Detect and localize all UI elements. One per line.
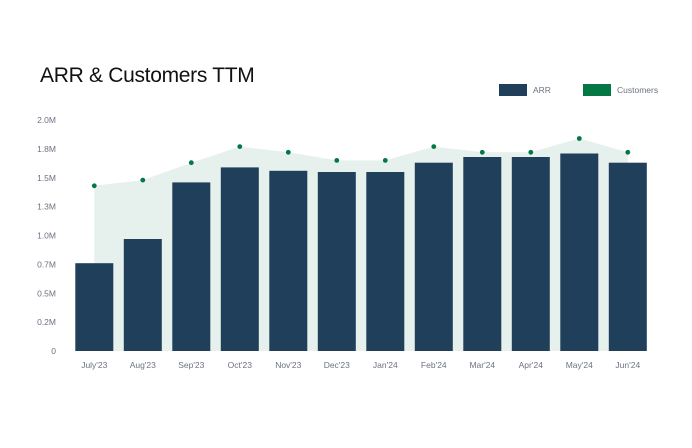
customers-dot — [237, 144, 243, 150]
arr-bar — [414, 162, 453, 351]
arr-bar — [317, 172, 356, 351]
y-tick-label: 0 — [51, 346, 56, 356]
x-tick-label: Oct'23 — [228, 360, 253, 370]
arr-bar — [463, 157, 502, 351]
x-tick-label: Aug'23 — [130, 360, 156, 370]
x-axis: July'23 Aug'23 Sep'23 Oct'23 Nov'23 Dec'23 Jan… — [81, 360, 640, 370]
arr-bar — [269, 170, 308, 351]
customers-dot — [576, 136, 582, 141]
customers-dot — [479, 149, 485, 155]
y-tick-label: 1.5M — [37, 173, 56, 183]
legend-swatch — [499, 84, 527, 96]
x-tick-label: Jan'24 — [373, 360, 398, 370]
x-tick-label: Sep'23 — [178, 360, 204, 370]
x-tick-label: May'24 — [566, 360, 593, 370]
arr-bars-layer — [75, 153, 647, 351]
customers-dots-layer — [91, 136, 631, 189]
x-tick-label: Mar'24 — [469, 360, 495, 370]
arr-bar — [608, 162, 647, 351]
x-tick-label: Jun'24 — [615, 360, 640, 370]
legend-label: ARR — [533, 85, 551, 95]
customers-dot — [625, 149, 631, 155]
x-tick-label: Apr'24 — [519, 360, 544, 370]
arr-bar — [366, 172, 405, 351]
y-axis: 0 0.2M 0.5M 0.7M 1.0M 1.3M 1.5M 1.8M 2.0M — [37, 115, 56, 356]
arr-bar — [75, 263, 114, 351]
arr-bar — [172, 182, 211, 351]
customers-dot — [334, 158, 340, 163]
customers-dot — [140, 177, 146, 183]
legend-label: Customers — [617, 85, 658, 95]
customers-dot — [431, 144, 437, 150]
y-tick-label: 0.2M — [37, 317, 56, 327]
y-tick-label: 0.7M — [37, 259, 56, 269]
customers-dot — [91, 183, 97, 189]
legend-swatch — [583, 84, 611, 96]
arr-bar — [560, 153, 599, 351]
legend: ARR Customers — [499, 84, 658, 96]
x-tick-label: July'23 — [81, 360, 107, 370]
customers-dot — [285, 149, 291, 155]
x-tick-label: Feb'24 — [421, 360, 447, 370]
y-tick-label: 1.8M — [37, 144, 56, 154]
y-tick-label: 0.5M — [37, 288, 56, 298]
x-tick-label: Nov'23 — [275, 360, 301, 370]
customers-dot — [528, 149, 534, 155]
arr-bar — [511, 157, 550, 351]
y-tick-label: 2.0M — [37, 115, 56, 125]
y-tick-label: 1.3M — [37, 202, 56, 212]
customers-dot — [188, 160, 194, 166]
customers-dot — [382, 158, 388, 163]
y-tick-label: 1.0M — [37, 231, 56, 241]
x-tick-label: Dec'23 — [324, 360, 350, 370]
arr-bar — [123, 239, 162, 351]
arr-bar — [220, 167, 259, 351]
chart-title: ARR & Customers TTM — [40, 64, 255, 87]
